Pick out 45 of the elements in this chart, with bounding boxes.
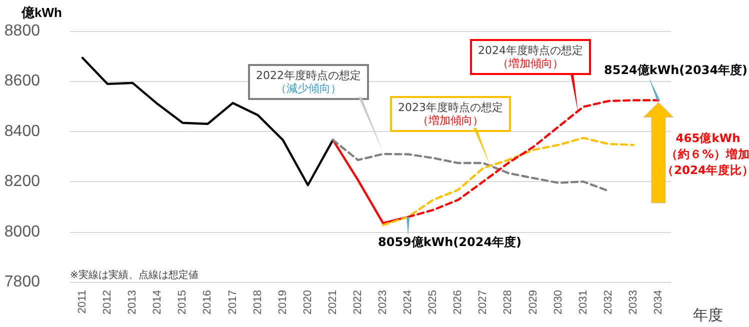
x-tick-label: 2032	[602, 290, 614, 314]
x-tick-label: 2012	[102, 290, 114, 314]
x-tick-label: 2023	[377, 290, 390, 314]
y-tick-label: 8800	[4, 22, 40, 40]
x-tick-label: 2033	[627, 290, 640, 314]
annotation: （増加傾向）	[496, 57, 564, 70]
x-tick-label: 2022	[352, 290, 364, 314]
y-tick-label: 8200	[4, 173, 40, 190]
x-tick-label: 2018	[252, 290, 264, 314]
annotation: 2024年度時点の想定	[478, 44, 583, 57]
y-tick-label: 8400	[4, 122, 40, 140]
x-tick-label: 2025	[427, 290, 440, 314]
y-tick-label: 8000	[4, 223, 40, 240]
x-axis-title: 年度	[693, 307, 723, 324]
y-tick-label: 8600	[4, 72, 40, 90]
x-tick-label: 2027	[477, 290, 490, 314]
annotation: （約６%）増加	[665, 146, 749, 162]
x-tick-label: 2013	[126, 290, 139, 314]
line-series	[332, 138, 610, 192]
x-tick-label: 2030	[552, 290, 564, 314]
x-tick-label: 2026	[452, 290, 464, 314]
x-tick-label: 2031	[577, 290, 590, 314]
y-tick-label: 7800	[4, 274, 40, 290]
x-tick-label: 2017	[226, 290, 239, 314]
x-tick-label: 2016	[202, 290, 214, 314]
annotation: 2022年度時点の想定	[256, 69, 361, 82]
annotation: （2024年度比）	[662, 162, 749, 178]
x-tick-label: 2034	[652, 290, 664, 314]
x-tick-label: 2020	[302, 290, 314, 314]
x-tick-label: 2029	[527, 290, 540, 314]
annotation: ※実線は実績、点線は想定値	[70, 269, 198, 282]
annotation: 2023年度時点の想定	[398, 101, 503, 114]
x-tick-label: 2021	[326, 290, 339, 314]
y-axis-title: 億kWh	[20, 5, 62, 20]
annotation: （減少傾向）	[274, 82, 342, 95]
x-tick-label: 2028	[502, 290, 514, 314]
x-tick-label: 2011	[76, 290, 89, 314]
x-tick-label: 2014	[152, 290, 164, 314]
text: 465億kWh	[674, 130, 742, 146]
x-tick-label: 2015	[176, 290, 189, 314]
annotation: 8059億kWh(2024年度)	[378, 235, 522, 249]
annotation: 8524億kWh(2034年度)	[604, 63, 748, 77]
x-tick-label: 2024	[402, 290, 414, 314]
x-tick-label: 2019	[276, 290, 289, 314]
annotation: （増加傾向）	[416, 114, 484, 127]
